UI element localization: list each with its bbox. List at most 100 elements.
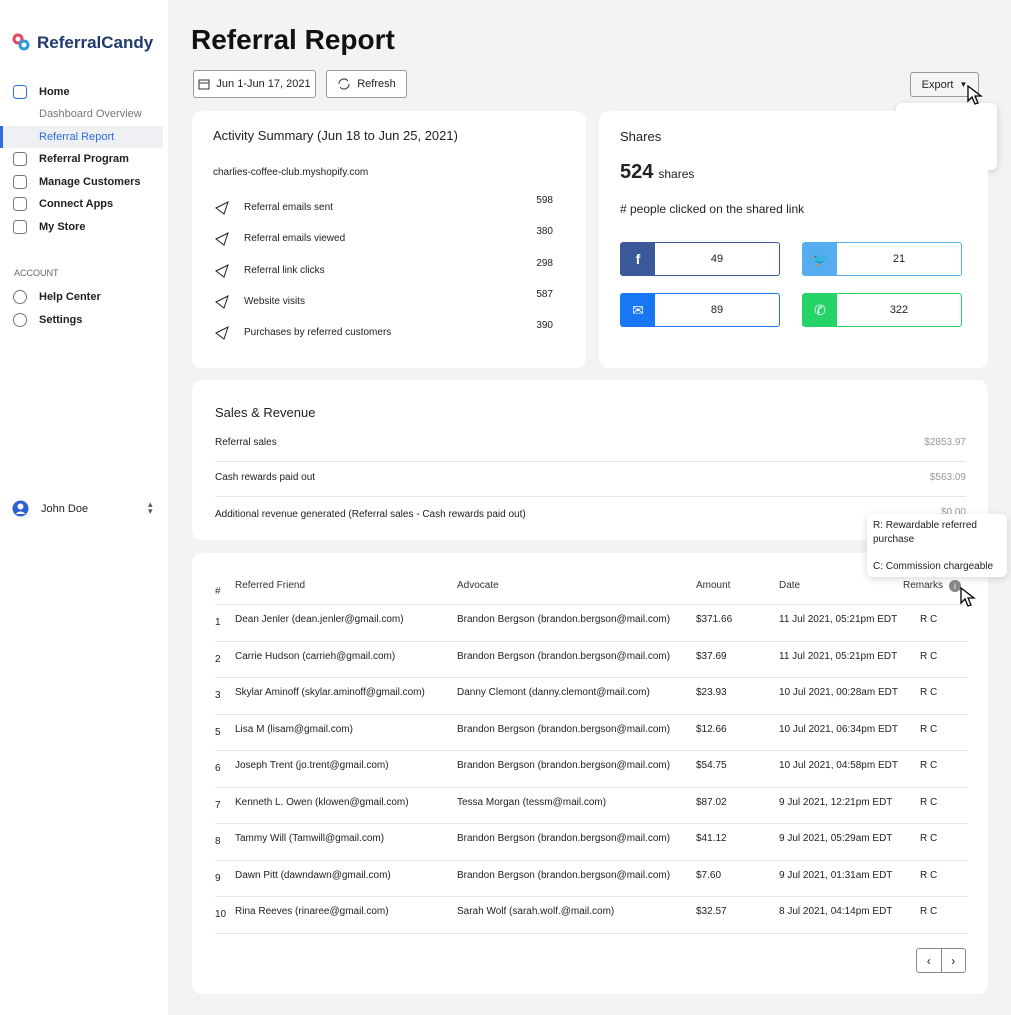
table-cell: 11 Jul 2021, 05:21pm EDT bbox=[779, 614, 898, 625]
share-box[interactable]: ✉ 89 bbox=[620, 293, 780, 327]
section-label: ACCOUNT bbox=[14, 268, 59, 278]
table-cell: Brandon Bergson (brandon.bergson@mail.co… bbox=[457, 833, 671, 844]
pagination: ‹ › bbox=[916, 948, 966, 973]
table-cell: R C bbox=[920, 833, 938, 844]
table-cell: 1 bbox=[215, 617, 221, 628]
table-cell: 10 Jul 2021, 00:28am EDT bbox=[779, 687, 898, 698]
table-cell: $54.75 bbox=[696, 760, 727, 771]
icon bbox=[214, 325, 230, 346]
share-count: 89 bbox=[710, 304, 724, 316]
nav-item[interactable]: Help Center bbox=[39, 291, 101, 303]
table-cell: Brandon Bergson (brandon.bergson@mail.co… bbox=[457, 650, 671, 662]
remarks-tooltip: R: Rewardable referred purchase C: Commis… bbox=[867, 514, 1007, 577]
table-cell: 5 bbox=[215, 726, 221, 738]
table-cell: R C bbox=[920, 796, 938, 808]
nav-item[interactable]: Manage Customers bbox=[39, 176, 141, 188]
next-page[interactable]: › bbox=[951, 953, 956, 968]
icon-glyph bbox=[13, 175, 27, 189]
sales-title: Sales & Revenue bbox=[215, 405, 316, 420]
column-header: Advocate bbox=[457, 580, 499, 591]
table-cell: 3 bbox=[215, 690, 221, 701]
referral-table: ‹ › # Referred Friend Advocate Amount Date Re… bbox=[192, 553, 988, 994]
table-cell: 9 Jul 2021, 01:31am EDT bbox=[779, 869, 893, 881]
activity-value: 298 bbox=[536, 257, 553, 269]
cursor bbox=[967, 85, 983, 105]
share-icon: ✉ bbox=[621, 294, 655, 326]
cursor bbox=[960, 587, 976, 607]
table-cell: Brandon Bergson (brandon.bergson@mail.co… bbox=[457, 614, 671, 625]
table-cell: 9 bbox=[215, 872, 221, 884]
sales-label: Cash rewards paid out bbox=[215, 472, 316, 483]
nav-indicator bbox=[0, 126, 3, 148]
nav-item[interactable]: Referral Report bbox=[39, 131, 115, 143]
nav-item[interactable]: Dashboard Overview bbox=[39, 108, 142, 120]
activity-label: Website visits bbox=[244, 295, 305, 307]
table-cell: Brandon Bergson (brandon.bergson@mail.co… bbox=[457, 723, 671, 735]
table-cell: Dawn Pitt (dawndawn@gmail.com) bbox=[235, 869, 391, 881]
page-title: Referral Report bbox=[191, 24, 395, 55]
table-cell: 6 bbox=[215, 763, 221, 774]
table-cell: 10 Jul 2021, 06:34pm EDT bbox=[779, 723, 898, 735]
tooltip-line: C: Commission chargeable bbox=[873, 561, 994, 572]
nav-item[interactable]: Home bbox=[39, 86, 70, 98]
column-header: Amount bbox=[696, 580, 731, 591]
table-cell: R C bbox=[920, 906, 938, 917]
table-cell: 2 bbox=[215, 653, 221, 665]
share-box[interactable]: 🐦 21 bbox=[802, 242, 962, 276]
table-cell: R C bbox=[920, 687, 938, 698]
activity-label: Purchases by referred customers bbox=[244, 327, 392, 339]
divider bbox=[215, 786, 968, 788]
icon bbox=[214, 231, 230, 252]
shares-total: 524 shares bbox=[620, 161, 694, 184]
prev-page[interactable]: ‹ bbox=[917, 949, 942, 972]
table-cell: 10 Jul 2021, 04:58pm EDT bbox=[779, 760, 898, 771]
user-toggle[interactable]: ▴ ▾ bbox=[148, 499, 153, 516]
table-cell: $371.66 bbox=[696, 614, 733, 625]
table-cell: R C bbox=[920, 869, 938, 881]
icon-glyph bbox=[215, 326, 229, 341]
icon bbox=[12, 289, 28, 310]
icon-glyph bbox=[13, 85, 27, 99]
table-cell: $7.60 bbox=[696, 869, 722, 881]
icon-glyph bbox=[13, 290, 27, 304]
table-cell: $41.12 bbox=[696, 833, 727, 844]
divider bbox=[215, 461, 966, 462]
table-cell: Lisa M (lisam@gmail.com) bbox=[235, 723, 353, 735]
nav-item[interactable]: Settings bbox=[39, 314, 83, 326]
refresh-label: Refresh bbox=[357, 78, 396, 90]
divider bbox=[215, 604, 968, 605]
icon bbox=[12, 196, 28, 217]
table-cell: Kenneth L. Owen (klowen@gmail.com) bbox=[235, 796, 409, 808]
table-cell: R C bbox=[920, 723, 938, 735]
table-cell: $12.66 bbox=[696, 723, 727, 735]
table-cell: 9 Jul 2021, 05:29am EDT bbox=[779, 833, 893, 844]
user-name[interactable]: John Doe bbox=[41, 503, 89, 515]
refresh-icon bbox=[338, 78, 350, 90]
table-cell: Tammy Will (Tamwill@gmail.com) bbox=[235, 833, 385, 844]
share-count: 322 bbox=[889, 304, 909, 316]
divider bbox=[215, 750, 968, 751]
refresh-button[interactable]: Refresh bbox=[326, 70, 407, 98]
table-cell: Tessa Morgan (tessm@mail.com) bbox=[457, 796, 607, 808]
share-box[interactable]: ✆ 322 bbox=[802, 293, 962, 327]
nav-item[interactable]: Connect Apps bbox=[39, 198, 114, 210]
sales-value: $563.09 bbox=[929, 472, 966, 483]
table-cell: 9 Jul 2021, 12:21pm EDT bbox=[779, 796, 893, 808]
icon-glyph bbox=[215, 232, 229, 247]
shares-card: Shares 524 shares # people clicked on th… bbox=[599, 111, 988, 368]
shares-count: 524 bbox=[620, 161, 654, 183]
nav-item[interactable]: My Store bbox=[39, 221, 86, 233]
column-header: Remarks bbox=[903, 580, 944, 591]
date-range-button[interactable]: Jun 1-Jun 17, 2021 bbox=[193, 70, 316, 98]
divider bbox=[215, 640, 968, 642]
table-cell: Brandon Bergson (brandon.bergson@mail.co… bbox=[457, 869, 671, 881]
sales-label: Referral sales bbox=[215, 437, 277, 448]
activity-label: Referral link clicks bbox=[244, 264, 325, 276]
icon bbox=[12, 219, 28, 240]
info-icon[interactable]: i bbox=[949, 580, 961, 592]
nav-item[interactable]: Referral Program bbox=[39, 153, 129, 165]
table-cell: R C bbox=[920, 650, 938, 662]
share-box[interactable]: f 49 bbox=[620, 242, 780, 276]
share-count: 49 bbox=[710, 253, 724, 265]
share-icon: ✆ bbox=[803, 294, 837, 326]
